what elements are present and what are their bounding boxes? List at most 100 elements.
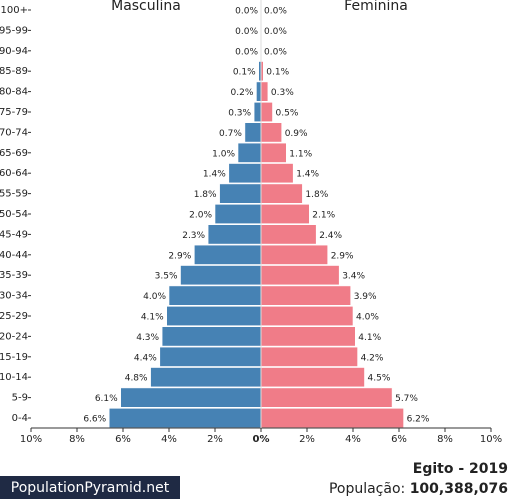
population: População: 100,388,076 — [329, 481, 508, 497]
x-tick-label: 8% — [437, 434, 453, 445]
value-label: 4.4% — [134, 353, 157, 363]
value-label: 3.9% — [354, 292, 377, 302]
value-label: 5.7% — [395, 394, 418, 404]
bar-female — [260, 224, 317, 245]
bar-female — [260, 102, 273, 123]
legend-female: Feminina — [344, 0, 408, 14]
y-tick-label: 15-19 — [0, 352, 28, 363]
value-label: 4.2% — [361, 353, 384, 363]
y-tick-label: 50-54 — [0, 209, 28, 220]
value-label: 0.2% — [231, 88, 254, 98]
x-tick-label: 2% — [299, 434, 315, 445]
value-label: 3.5% — [155, 272, 178, 282]
value-label: 6.6% — [83, 415, 106, 425]
bar-female — [260, 204, 310, 225]
bar-male — [180, 265, 262, 286]
bar-female — [260, 142, 287, 163]
x-tick-label: 2% — [207, 434, 223, 445]
value-label: 4.0% — [356, 313, 379, 323]
y-tick-label: 80-84 — [0, 87, 28, 98]
bar-female — [260, 122, 283, 143]
value-label: 1.8% — [305, 190, 328, 200]
value-label: 4.0% — [143, 292, 166, 302]
value-label: 1.8% — [194, 190, 217, 200]
bar-female — [260, 183, 303, 204]
bar-male — [159, 346, 262, 367]
bar-female — [260, 346, 358, 367]
y-tick-label: 100+ — [1, 5, 28, 16]
y-tick-label: 60-64 — [0, 168, 28, 179]
bar-female — [260, 163, 294, 184]
value-label: 0.0% — [235, 7, 258, 17]
y-tick-label: 90-94 — [0, 46, 28, 57]
value-label: 4.1% — [141, 313, 164, 323]
value-label: 0.3% — [228, 109, 251, 119]
chart-title: Egito - 2019 — [413, 461, 508, 477]
bar-male — [108, 407, 262, 428]
value-label: 0.5% — [276, 109, 299, 119]
population-label: População: — [329, 481, 405, 497]
y-tick-label: 0-4 — [12, 413, 28, 424]
bar-female — [260, 326, 356, 347]
legend-male: Masculina — [111, 0, 181, 14]
y-tick-label: 45-49 — [0, 229, 28, 240]
bar-male — [150, 367, 262, 388]
value-label: 3.4% — [342, 272, 365, 282]
value-label: 0.3% — [271, 88, 294, 98]
bar-female — [260, 367, 365, 388]
y-tick-label: 10-14 — [0, 372, 28, 383]
value-label: 2.9% — [331, 251, 354, 261]
bar-male — [194, 244, 262, 265]
bar-male — [237, 142, 262, 163]
value-label: 1.1% — [289, 149, 312, 159]
bar-male — [168, 285, 262, 306]
source-box — [0, 476, 180, 499]
value-label: 1.4% — [203, 170, 226, 180]
value-label: 1.4% — [296, 170, 319, 180]
value-label: 4.1% — [358, 333, 381, 343]
y-tick-label: 55-59 — [0, 189, 28, 200]
y-tick-label: 35-39 — [0, 270, 28, 281]
x-tick-label: 10% — [20, 434, 42, 445]
value-label: 0.0% — [235, 27, 258, 37]
x-tick-label: 10% — [480, 434, 502, 445]
bar-male — [228, 163, 262, 184]
value-label: 0.7% — [219, 129, 242, 139]
value-label: 6.1% — [95, 394, 118, 404]
x-tick-label: 4% — [161, 434, 177, 445]
y-tick-label: 95-99 — [0, 25, 28, 36]
value-label: 4.3% — [136, 333, 159, 343]
bar-female — [260, 265, 340, 286]
y-tick-label: 65-69 — [0, 148, 28, 159]
y-tick-label: 5-9 — [12, 393, 28, 404]
bar-male — [166, 305, 262, 326]
x-tick-label: 6% — [391, 434, 407, 445]
value-label: 2.1% — [312, 211, 335, 221]
bar-female — [260, 285, 351, 306]
value-label: 0.0% — [264, 27, 287, 37]
value-label: 1.0% — [212, 149, 235, 159]
y-tick-label: 20-24 — [0, 331, 28, 342]
bar-male — [256, 81, 262, 102]
bar-female — [260, 305, 354, 326]
x-tick-label: 0% — [253, 434, 270, 445]
x-tick-label: 8% — [69, 434, 85, 445]
bar-female — [260, 407, 404, 428]
x-tick-label: 4% — [345, 434, 361, 445]
population-value: 100,388,076 — [410, 481, 508, 497]
value-label: 2.4% — [319, 231, 342, 241]
bar-male — [214, 204, 262, 225]
bar-female — [260, 81, 269, 102]
bar-male — [207, 224, 262, 245]
value-label: 0.9% — [285, 129, 308, 139]
y-tick-label: 25-29 — [0, 311, 28, 322]
value-label: 6.2% — [407, 415, 430, 425]
value-label: 2.9% — [168, 251, 191, 261]
y-tick-label: 85-89 — [0, 66, 28, 77]
x-tick-label: 6% — [115, 434, 131, 445]
bar-male — [219, 183, 262, 204]
value-label: 2.3% — [182, 231, 205, 241]
source[interactable]: PopulationPyramid.net — [11, 480, 170, 496]
value-label: 0.1% — [266, 68, 289, 78]
